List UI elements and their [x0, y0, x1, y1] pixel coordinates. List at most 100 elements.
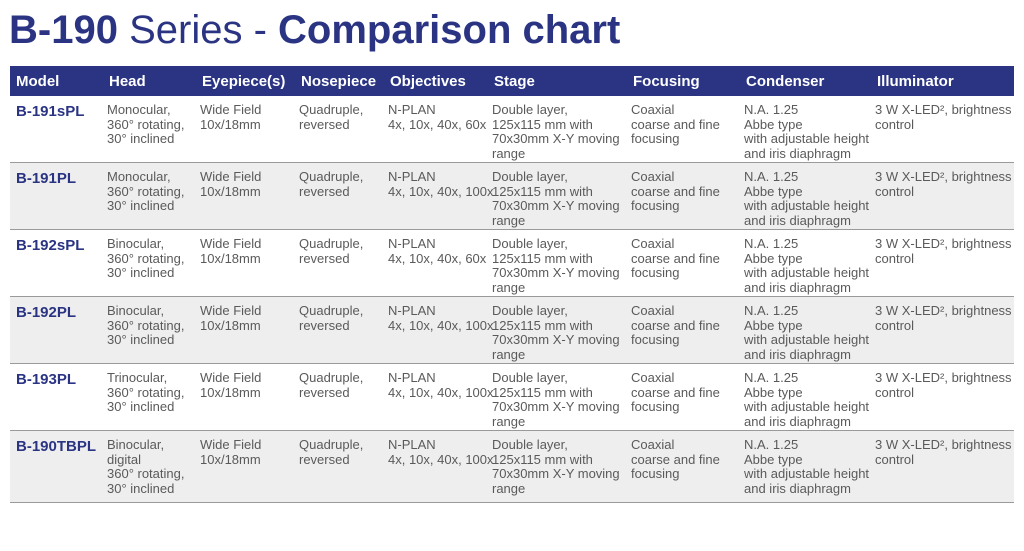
- eyepiece-line: Wide Field: [200, 102, 262, 117]
- condenser-line: and iris diaphragm: [744, 480, 851, 496]
- head-line: 30° inclined: [107, 480, 175, 496]
- illuminator-line: control: [875, 451, 915, 467]
- eyepiece-line: 10x/18mm: [200, 317, 261, 333]
- table-header-row: Model Head Eyepiece(s) Nosepiece Objecti…: [10, 66, 1014, 96]
- focusing-line: coarse and fine: [631, 317, 720, 333]
- condenser-line: N.A. 1.25: [744, 236, 799, 251]
- header-condenser: Condenser: [740, 66, 871, 96]
- cell-eyepiece: Wide Field 10x/18mm: [196, 229, 295, 297]
- condenser-line: and iris diaphragm: [744, 279, 851, 295]
- stage-line: 70x30mm X-Y moving: [492, 131, 620, 147]
- focusing-line: focusing: [631, 466, 680, 482]
- cell-nosepiece: Quadruple, reversed: [295, 430, 384, 503]
- head-line: Binocular,: [107, 303, 165, 318]
- cell-objectives: N-PLAN 4x, 10x, 40x, 60x: [384, 96, 488, 163]
- objectives-line: 4x, 10x, 40x, 100x: [388, 317, 494, 333]
- head-line: 30° inclined: [107, 332, 175, 348]
- objectives-line: N-PLAN: [388, 303, 436, 318]
- comparison-table: Model Head Eyepiece(s) Nosepiece Objecti…: [10, 66, 1014, 503]
- cell-eyepiece: Wide Field 10x/18mm: [196, 363, 295, 431]
- cell-illuminator: 3 W X-LED², brightness control: [871, 229, 1014, 297]
- illuminator-line: 3 W X-LED², brightness: [875, 370, 1012, 385]
- nosepiece-line: Quadruple,: [299, 437, 364, 452]
- eyepiece-line: 10x/18mm: [200, 183, 261, 199]
- cell-head: Monocular, 360° rotating, 30° inclined: [103, 162, 196, 230]
- stage-line: 125x115 mm with: [492, 317, 593, 333]
- objectives-line: 4x, 10x, 40x, 60x: [388, 116, 487, 132]
- stage-line: range: [492, 480, 526, 496]
- stage-line: 125x115 mm with: [492, 384, 593, 400]
- cell-objectives: N-PLAN 4x, 10x, 40x, 100x: [384, 296, 494, 364]
- cell-nosepiece: Quadruple, reversed: [295, 162, 384, 230]
- condenser-line: with adjustable height: [744, 332, 870, 348]
- condenser-line: N.A. 1.25: [744, 437, 799, 452]
- nosepiece-line: Quadruple,: [299, 102, 364, 117]
- cell-focusing: Coaxial coarse and fine focusing: [627, 430, 740, 503]
- focusing-line: Coaxial: [631, 370, 675, 385]
- cell-eyepiece: Wide Field 10x/18mm: [196, 162, 295, 230]
- illuminator-line: 3 W X-LED², brightness: [875, 236, 1012, 251]
- head-line: 360° rotating,: [107, 116, 185, 132]
- cell-nosepiece: Quadruple, reversed: [295, 96, 384, 163]
- cell-head: Binocular, digital 360° rotating, 30° incli…: [103, 430, 196, 503]
- cell-condenser: N.A. 1.25 Abbe type with adjustable height…: [740, 296, 871, 364]
- focusing-line: focusing: [631, 332, 680, 348]
- stage-line: 70x30mm X-Y moving: [492, 198, 620, 214]
- focusing-line: Coaxial: [631, 303, 675, 318]
- head-line: Binocular,: [107, 437, 165, 452]
- illuminator-line: control: [875, 183, 915, 199]
- condenser-line: and iris diaphragm: [744, 346, 851, 362]
- head-line: 360° rotating,: [107, 250, 185, 266]
- stage-line: range: [492, 413, 526, 429]
- eyepiece-line: 10x/18mm: [200, 116, 261, 132]
- condenser-line: N.A. 1.25: [744, 102, 799, 117]
- illuminator-line: 3 W X-LED², brightness: [875, 169, 1012, 184]
- condenser-line: N.A. 1.25: [744, 370, 799, 385]
- header-eyepiece: Eyepiece(s): [196, 66, 295, 96]
- focusing-line: focusing: [631, 198, 680, 214]
- illuminator-line: 3 W X-LED², brightness: [875, 437, 1012, 452]
- cell-head: Monocular, 360° rotating, 30° inclined: [103, 96, 196, 163]
- condenser-line: N.A. 1.25: [744, 303, 799, 318]
- title-subtitle: Comparison chart: [278, 8, 621, 52]
- header-nosepiece: Nosepiece: [295, 66, 384, 96]
- head-line: 30° inclined: [107, 265, 175, 281]
- head-line: Monocular,: [107, 102, 171, 117]
- eyepiece-line: 10x/18mm: [200, 451, 261, 467]
- cell-objectives: N-PLAN 4x, 10x, 40x, 100x: [384, 162, 494, 230]
- nosepiece-line: Quadruple,: [299, 169, 364, 184]
- nosepiece-line: reversed: [299, 317, 350, 333]
- focusing-line: Coaxial: [631, 236, 675, 251]
- stage-line: range: [492, 145, 526, 161]
- condenser-line: and iris diaphragm: [744, 145, 851, 161]
- stage-line: Double layer,: [492, 370, 568, 385]
- focusing-line: Coaxial: [631, 102, 675, 117]
- cell-head: Binocular, 360° rotating, 30° inclined: [103, 296, 196, 364]
- cell-condenser: N.A. 1.25 Abbe type with adjustable height…: [740, 363, 871, 431]
- objectives-line: N-PLAN: [388, 102, 436, 117]
- head-line: 360° rotating,: [107, 384, 185, 400]
- cell-nosepiece: Quadruple, reversed: [295, 229, 384, 297]
- stage-line: 125x115 mm with: [492, 250, 593, 266]
- cell-objectives: N-PLAN 4x, 10x, 40x, 100x: [384, 430, 494, 503]
- cell-focusing: Coaxial coarse and fine focusing: [627, 162, 740, 230]
- stage-line: range: [492, 279, 526, 295]
- focusing-line: coarse and fine: [631, 116, 720, 132]
- focusing-line: coarse and fine: [631, 250, 720, 266]
- cell-stage: Double layer, 125x115 mm with 70x30mm X-Y …: [488, 229, 627, 297]
- focusing-line: focusing: [631, 131, 680, 147]
- cell-eyepiece: Wide Field 10x/18mm: [196, 96, 295, 163]
- nosepiece-line: reversed: [299, 384, 350, 400]
- nosepiece-line: reversed: [299, 116, 350, 132]
- table-row: B-191sPL Monocular, 360° rotating, 30° incl…: [10, 96, 1014, 163]
- focusing-line: Coaxial: [631, 437, 675, 452]
- cell-stage: Double layer, 125x115 mm with 70x30mm X-Y …: [488, 296, 627, 364]
- nosepiece-line: Quadruple,: [299, 370, 364, 385]
- cell-condenser: N.A. 1.25 Abbe type with adjustable height…: [740, 162, 871, 230]
- condenser-line: with adjustable height: [744, 265, 870, 281]
- objectives-line: N-PLAN: [388, 169, 436, 184]
- eyepiece-line: Wide Field: [200, 236, 262, 251]
- cell-focusing: Coaxial coarse and fine focusing: [627, 229, 740, 297]
- cell-stage: Double layer, 125x115 mm with 70x30mm X-Y …: [488, 162, 627, 230]
- objectives-line: N-PLAN: [388, 370, 436, 385]
